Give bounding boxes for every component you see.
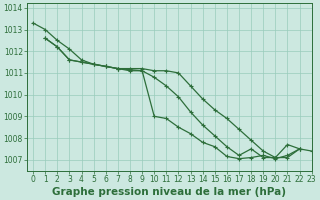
X-axis label: Graphe pression niveau de la mer (hPa): Graphe pression niveau de la mer (hPa)	[52, 187, 286, 197]
